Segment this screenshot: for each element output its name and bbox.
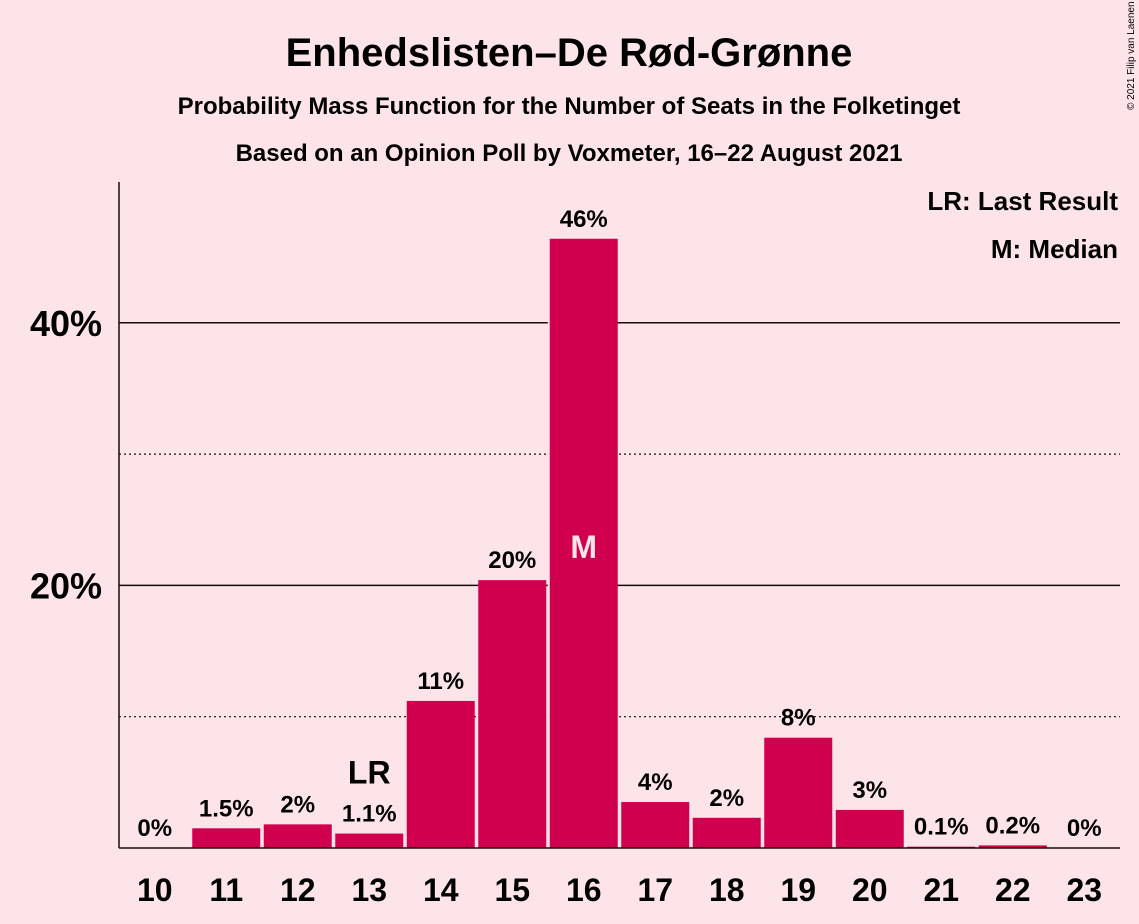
legend-median: M: Median [991,234,1118,264]
bar [978,845,1047,848]
x-axis-ticks: 10 11 12 13 14 15 16 17 18 19 20 21 22 23 [137,872,1102,908]
y-axis-ticks: 20% 40% [30,303,102,607]
data-label: 4% [638,769,673,796]
data-label: 11% [417,668,464,695]
chart-title: Enhedslisten–De Rød-Grønne [286,31,853,75]
y-tick-label: 40% [30,303,102,344]
x-tick-label: 15 [494,872,530,908]
data-label: 1.5% [199,795,254,822]
chart-subtitle-2: Based on an Opinion Poll by Voxmeter, 16… [236,140,903,167]
x-tick-label: 14 [423,872,459,908]
gridline-gap [547,714,550,719]
bar [549,238,618,848]
x-tick-label: 18 [709,872,745,908]
data-label: 2% [709,785,744,812]
data-label: 8% [781,705,816,732]
data-labels: 0% 1.5% 2% 1.1% LR 11% 20% 46% M 4% 2% 8% 3% 0.1% 0.2%… [137,200,1102,842]
y-tick-label: 20% [30,565,102,606]
bar [692,817,761,848]
bar [621,802,690,848]
bar [835,809,904,848]
copyright-note: © 2021 Filip van Laenen [1126,1,1137,110]
gridline-gap [547,320,550,325]
x-tick-label: 23 [1066,872,1102,908]
legend-last-result: LR: Last Result [927,186,1118,216]
last-result-marker: LR [348,755,391,791]
x-tick-label: 20 [852,872,888,908]
chart-subtitle: Probability Mass Function for the Number… [178,93,961,120]
bar-series [192,238,1047,848]
data-label: 1.1% [342,801,397,828]
x-tick-label: 22 [995,872,1031,908]
x-tick-label: 10 [137,872,173,908]
data-label: 0.1% [914,814,969,841]
label-backdrop [545,200,622,233]
bar [192,828,261,848]
bar [764,737,833,848]
x-tick-label: 19 [780,872,816,908]
x-tick-label: 21 [923,872,959,908]
gridlines [119,320,1120,719]
bar [263,824,332,848]
data-label: 0% [137,815,172,842]
data-label: 46% [560,206,608,233]
x-tick-label: 11 [209,872,243,908]
bar [406,700,475,848]
x-tick-label: 16 [566,872,602,908]
data-label: 20% [488,547,536,574]
data-label: 3% [852,777,887,804]
data-label: 0.2% [985,812,1040,839]
x-tick-label: 13 [351,872,387,908]
data-label: 2% [280,791,315,818]
x-tick-label: 12 [280,872,316,908]
median-marker: M [570,529,597,565]
bar [335,833,404,848]
gridline-gap [547,452,550,457]
gridline-gap [547,583,550,588]
bar [478,580,547,848]
x-tick-label: 17 [637,872,673,908]
data-label: 0% [1067,815,1102,842]
